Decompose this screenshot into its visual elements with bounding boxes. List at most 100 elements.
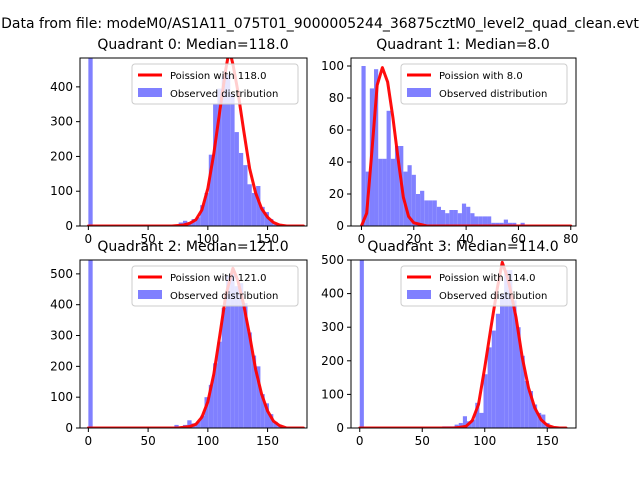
quadrant-0-title: Quadrant 0: Median=118.0 bbox=[97, 37, 288, 53]
quadrant-3-hist-bar bbox=[516, 327, 521, 428]
quadrant-0-hist-bar bbox=[269, 219, 274, 226]
quadrant-2-hist-bar bbox=[208, 384, 214, 428]
quadrant-1-hist-bar bbox=[374, 69, 379, 226]
quadrant-1-hist-bar bbox=[466, 206, 471, 226]
quadrant-0-hist-bar bbox=[238, 152, 244, 226]
quadrant-0-hist-bar bbox=[88, 58, 93, 226]
quadrant-2-x-tick-label: 150 bbox=[256, 434, 279, 448]
quadrant-0-y-tick-label: 400 bbox=[50, 80, 73, 94]
quadrant-1-legend-bar-swatch bbox=[407, 88, 431, 97]
quadrant-2-hist-bar bbox=[256, 366, 261, 428]
quadrant-0-hist-bar bbox=[208, 154, 214, 226]
quadrant-3-legend-curve-label: Poission with 114.0 bbox=[439, 273, 535, 284]
quadrant-0-legend-curve-label: Poission with 118.0 bbox=[170, 71, 266, 82]
quadrant-3-hist-bar bbox=[500, 293, 505, 428]
quadrant-1-y-tick-label: 0 bbox=[336, 219, 344, 233]
quadrant-1-hist-bar bbox=[382, 158, 387, 226]
quadrant-3-y-tick-label: 0 bbox=[336, 421, 344, 435]
quadrant-2-hist-bar bbox=[217, 341, 222, 428]
quadrant-1-hist-bar bbox=[495, 222, 500, 226]
quadrant-2-legend-bar-swatch bbox=[138, 290, 162, 299]
quadrant-3-hist-bar bbox=[491, 330, 496, 428]
quadrant-3-x-tick-label: 50 bbox=[415, 434, 430, 448]
quadrant-1-hist-bar bbox=[403, 171, 408, 226]
quadrant-0-hist-bar bbox=[195, 217, 201, 226]
quadrant-0-y-tick-label: 0 bbox=[65, 219, 73, 233]
quadrant-3-legend-box bbox=[400, 265, 568, 307]
quadrant-3-chart: Quadrant 3: Median=114.0 0 50 100 150 0 100 20… bbox=[321, 239, 577, 448]
quadrant-0-x-tick-label: 150 bbox=[256, 232, 279, 246]
quadrant-0-hist-bar bbox=[260, 206, 265, 226]
quadrant-0-hist-bar bbox=[264, 212, 270, 226]
quadrant-3-legend: Poission with 114.0 Observed distribution bbox=[400, 265, 568, 307]
quadrant-0-hist-bar bbox=[204, 192, 209, 226]
figure-suptitle: Data from file: modeM0/AS1A11_075T01_900… bbox=[1, 16, 639, 32]
quadrant-1-hist-bar bbox=[482, 216, 488, 226]
quadrant-1-hist-bar bbox=[394, 146, 400, 226]
quadrant-0-legend: Poission with 118.0 Observed distribution bbox=[131, 63, 299, 105]
quadrant-1-hist-bar bbox=[499, 222, 504, 226]
quadrant-3-title: Quadrant 3: Median=114.0 bbox=[367, 239, 558, 255]
quadrant-2-hist-bar bbox=[200, 415, 205, 428]
quadrant-0-hist-bar bbox=[200, 205, 205, 226]
quadrant-1-hist-bar bbox=[445, 213, 450, 226]
quadrant-1-legend-box bbox=[400, 63, 568, 105]
quadrant-1-y-tick-label: 20 bbox=[329, 187, 344, 201]
quadrant-0-hist-bar bbox=[221, 76, 226, 226]
quadrant-1-hist-bar bbox=[461, 203, 467, 226]
quadrant-0-legend-bar-swatch bbox=[138, 88, 162, 97]
quadrant-0-hist-bar bbox=[251, 192, 257, 226]
quadrant-0-x-tick-label: 0 bbox=[85, 232, 93, 246]
quadrant-2-chart: Quadrant 2: Median=121.0 0 50 100 150 0 100 20… bbox=[50, 239, 308, 448]
quadrant-1-y-tick-label: 80 bbox=[329, 91, 344, 105]
quadrant-2-hist-bar bbox=[234, 286, 239, 428]
quadrant-1-y-tick-label: 40 bbox=[329, 155, 344, 169]
quadrant-1-hist-bar bbox=[491, 222, 496, 226]
quadrant-2-y-tick-label: 100 bbox=[50, 390, 73, 404]
quadrant-1-plot-area bbox=[359, 66, 573, 226]
quadrant-0-hist-bar bbox=[247, 184, 252, 226]
quadrant-3-hist-bar bbox=[537, 412, 542, 428]
quadrant-0-poisson-curve bbox=[86, 58, 305, 226]
quadrant-2-hist-bar bbox=[88, 260, 93, 428]
quadrant-3-hist-bar bbox=[512, 300, 517, 428]
quadrant-3-x-tick-label: 100 bbox=[473, 434, 496, 448]
quadrant-0-hist-bar bbox=[213, 104, 218, 226]
quadrant-2-y-tick-label: 200 bbox=[50, 359, 73, 373]
quadrant-1-legend-bar-label: Observed distribution bbox=[439, 89, 547, 100]
quadrant-1-hist-bar bbox=[457, 213, 462, 226]
quadrant-1-hist-bar bbox=[424, 200, 429, 226]
quadrant-2-hist-bar bbox=[243, 303, 248, 428]
quadrant-1-legend-curve-label: Poission with 8.0 bbox=[439, 71, 523, 82]
quadrant-2-hist-bar bbox=[195, 421, 201, 428]
quadrant-1-hist-bar bbox=[420, 190, 425, 226]
quadrant-1-hist-bar bbox=[432, 200, 437, 226]
quadrant-1-axes-frame bbox=[350, 57, 577, 227]
quadrant-0-legend-bar-label: Observed distribution bbox=[170, 89, 278, 100]
quadrant-1-hist-bar bbox=[474, 216, 479, 226]
quadrant-0-hist-bar bbox=[243, 165, 248, 226]
quadrant-2-hist-bar bbox=[269, 414, 274, 428]
quadrant-3-axes-frame bbox=[350, 259, 577, 429]
quadrant-2-title: Quadrant 2: Median=121.0 bbox=[97, 239, 288, 255]
quadrant-0-hist-bar bbox=[225, 74, 231, 226]
quadrant-2-x-tick-label: 50 bbox=[140, 434, 155, 448]
quadrant-3-legend-bar-label: Observed distribution bbox=[439, 291, 547, 302]
quadrant-3-y-tick-label: 400 bbox=[321, 287, 344, 301]
quadrant-3-legend-bar-swatch bbox=[407, 290, 431, 299]
quadrant-1-hist-bar bbox=[487, 216, 492, 226]
quadrant-2-hist-bar bbox=[221, 307, 226, 428]
quadrant-1-hist-bar bbox=[415, 194, 421, 226]
quadrant-2-x-tick-label: 0 bbox=[85, 434, 93, 448]
quadrant-2-hist-bar bbox=[264, 403, 270, 428]
quadrant-1-hist-bar bbox=[503, 219, 508, 226]
quadrant-3-hist-bar bbox=[359, 260, 364, 428]
quadrant-2-hist-bar bbox=[260, 394, 265, 428]
quadrant-0-legend-box bbox=[131, 63, 299, 105]
quadrant-2-hist-bar bbox=[187, 420, 192, 428]
quadrant-3-hist-bar bbox=[471, 419, 476, 428]
quadrant-3-hist-bar bbox=[520, 355, 525, 428]
quadrant-1-y-tick-label: 60 bbox=[329, 123, 344, 137]
quadrant-2-hist-bar bbox=[238, 283, 244, 428]
quadrant-1-hist-bar bbox=[520, 222, 525, 226]
